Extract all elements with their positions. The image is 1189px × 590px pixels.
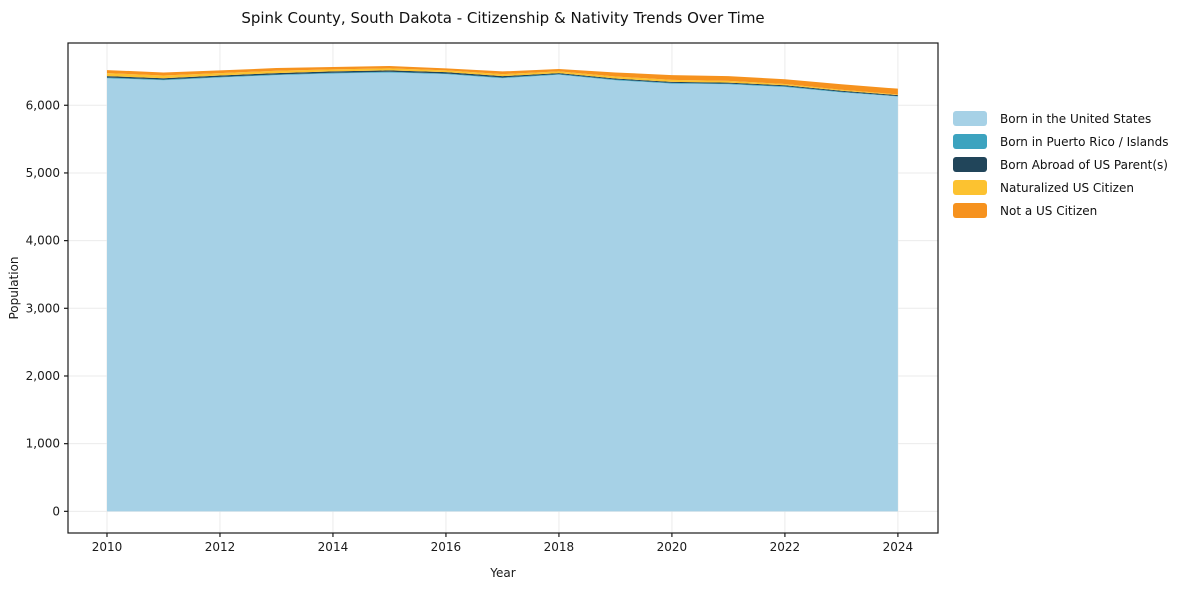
y-tick-label: 6,000	[26, 98, 60, 112]
x-tick-label: 2014	[318, 540, 349, 554]
x-tick-label: 2018	[544, 540, 575, 554]
legend-label: Born in the United States	[1000, 111, 1152, 126]
x-tick-label: 2016	[431, 540, 462, 554]
x-tick-label: 2022	[770, 540, 801, 554]
x-axis-label: Year	[489, 566, 515, 580]
legend-swatch-icon	[953, 111, 987, 126]
y-axis-label: Population	[7, 256, 21, 319]
legend-item: Not a US Citizen	[953, 199, 1169, 222]
legend-item: Naturalized US Citizen	[953, 176, 1169, 199]
y-tick-label: 1,000	[26, 437, 60, 451]
legend-item: Born Abroad of US Parent(s)	[953, 153, 1169, 176]
y-tick-label: 2,000	[26, 369, 60, 383]
legend-label: Born in Puerto Rico / Islands	[1000, 134, 1169, 149]
legend-item: Born in the United States	[953, 107, 1169, 130]
area-series	[106, 70, 898, 97]
legend: Born in the United States Born in Puerto …	[953, 107, 1169, 222]
legend-swatch-icon	[953, 203, 987, 218]
area-series	[106, 72, 898, 512]
x-tick-label: 2010	[92, 540, 123, 554]
x-tick-label: 2020	[657, 540, 688, 554]
legend-label: Naturalized US Citizen	[1000, 180, 1134, 195]
x-tick-label: 2024	[883, 540, 914, 554]
legend-swatch-icon	[953, 134, 987, 149]
legend-label: Not a US Citizen	[1000, 203, 1098, 218]
plot-border	[67, 42, 939, 534]
y-tick-label: 0	[52, 504, 60, 518]
area-series	[106, 68, 898, 96]
y-tick-label: 5,000	[26, 166, 60, 180]
chart-title: Spink County, South Dakota - Citizenship…	[241, 9, 765, 27]
y-tick-label: 3,000	[26, 301, 60, 315]
x-tick-label: 2012	[205, 540, 236, 554]
y-tick-label: 4,000	[26, 234, 60, 248]
legend-label: Born Abroad of US Parent(s)	[1000, 157, 1168, 172]
legend-swatch-icon	[953, 180, 987, 195]
legend-item: Born in Puerto Rico / Islands	[953, 130, 1169, 153]
area-series	[106, 66, 898, 95]
legend-swatch-icon	[953, 157, 987, 172]
